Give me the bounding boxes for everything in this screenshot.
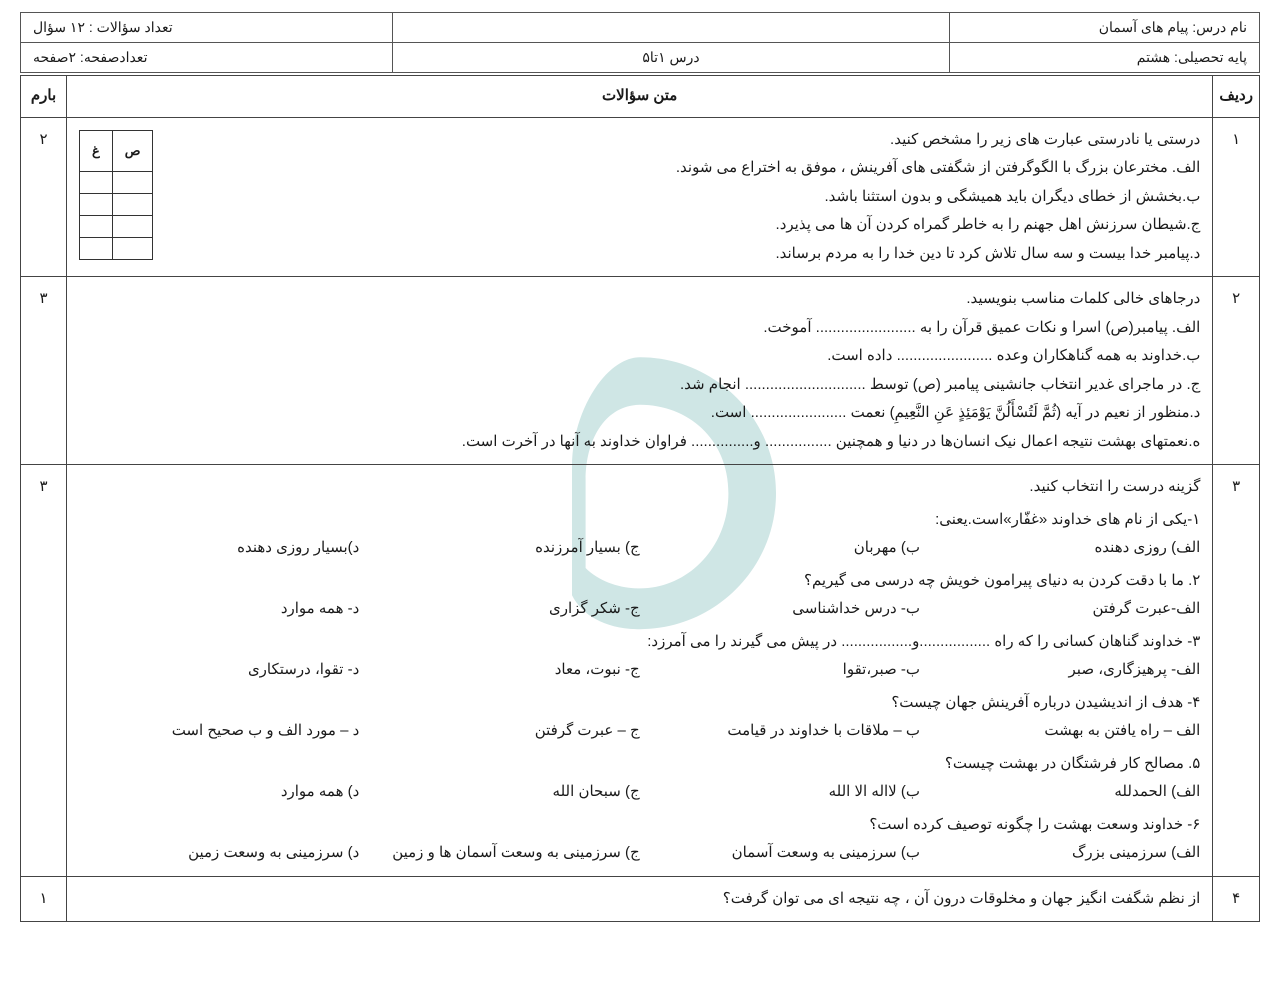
tf-cell[interactable]: [80, 172, 113, 194]
q2-a: الف. پیامبر(ص) اسرا و نکات عمیق قرآن را …: [79, 314, 1200, 343]
q3-4-a: الف – راه یافتن به بهشت: [920, 717, 1200, 746]
q3-5: ۵. مصالح کار فرشتگان در بهشت چیست؟: [79, 750, 1200, 779]
q1-num: ۱: [1213, 117, 1260, 277]
q3-5-options: الف) الحمدلله ب) لااله الا الله ج) سبحان…: [79, 778, 1200, 807]
q3-2: ۲. ما با دقت کردن به دنیای پیرامون خویش …: [79, 567, 1200, 596]
q2-b: ب.خداوند به همه گناهکاران وعده .........…: [79, 342, 1200, 371]
q3-6-c: ج) سرزمینی به وسعت آسمان ها و زمین: [359, 839, 639, 868]
q2-d: د.منظور از نعیم در آیه (ثُمَّ لَتُسْأَلُ…: [79, 399, 1200, 428]
tf-cell[interactable]: [112, 238, 153, 260]
question-row-2: ۲ درجاهای خالی کلمات مناسب بنویسید. الف.…: [21, 277, 1260, 465]
lesson-range: درس ۱تا۵: [392, 43, 950, 73]
q1-stem: درستی یا نادرستی عبارت های زیر را مشخص ک…: [79, 126, 1200, 155]
q3-4-options: الف – راه یافتن به بهشت ب – ملاقات با خد…: [79, 717, 1200, 746]
q2-barem: ۳: [21, 277, 67, 465]
q3-barem: ۳: [21, 465, 67, 877]
q1-d: د.پیامبر خدا بیست و سه سال تلاش کرد تا د…: [79, 240, 1200, 269]
q1-a: الف. مخترعان بزرگ با الگوگرفتن از شگفتی …: [79, 154, 1200, 183]
q3-5-a: الف) الحمدلله: [920, 778, 1200, 807]
q3-3-d: د- تقوا، درستکاری: [79, 656, 359, 685]
q3-1-a: الف) روزی دهنده: [920, 534, 1200, 563]
q3-2-c: ج- شکر گزاری: [359, 595, 639, 624]
q2-stem: درجاهای خالی کلمات مناسب بنویسید.: [79, 285, 1200, 314]
exam-header: نام درس: پیام های آسمان تعداد سؤالات : ۱…: [20, 12, 1260, 73]
q3-1-c: ج) بسیار آمرزنده: [359, 534, 639, 563]
q3-3-b: ب- صبر،تقوا: [640, 656, 920, 685]
q3-5-c: ج) سبحان الله: [359, 778, 639, 807]
tf-cell[interactable]: [112, 216, 153, 238]
q2-e: ه.نعمتهای بهشت نتیجه اعمال نیک انسان‌ها …: [79, 428, 1200, 457]
q1-c: ج.شیطان سرزنش اهل جهنم را به خاطر گمراه …: [79, 211, 1200, 240]
tf-cell[interactable]: [80, 194, 113, 216]
question-row-4: ۴ از نظم شگفت انگیز جهان و مخلوقات درون …: [21, 876, 1260, 922]
q3-6-d: د) سرزمینی به وسعت زمین: [79, 839, 359, 868]
q2-c: ج. در ماجرای غدیر انتخاب جانشینی پیامبر …: [79, 371, 1200, 400]
tf-cell[interactable]: [112, 194, 153, 216]
grade-level: پایه تحصیلی: هشتم: [950, 43, 1260, 73]
q3-2-options: الف-عبرت گرفتن ب- درس خداشناسی ج- شکر گز…: [79, 595, 1200, 624]
q3-1-options: الف) روزی دهنده ب) مهربان ج) بسیار آمرزن…: [79, 534, 1200, 563]
q3-1-b: ب) مهربان: [640, 534, 920, 563]
tf-cell[interactable]: [80, 238, 113, 260]
q3-3-c: ج- نبوت، معاد: [359, 656, 639, 685]
q3-4-b: ب – ملاقات با خداوند در قیامت: [640, 717, 920, 746]
tf-cell[interactable]: [112, 172, 153, 194]
lesson-name: نام درس: پیام های آسمان: [950, 13, 1260, 43]
q3-4: ۴- هدف از اندیشیدن درباره آفرینش جهان چی…: [79, 689, 1200, 718]
q3-2-a: الف-عبرت گرفتن: [920, 595, 1200, 624]
question-count: تعداد سؤالات : ۱۲ سؤال: [21, 13, 393, 43]
col-body: متن سؤالات: [67, 76, 1213, 118]
q3-1-d: د)بسیار روزی دهنده: [79, 534, 359, 563]
q3-3: ۳- خداوند گناهان کسانی را که راه .......…: [79, 628, 1200, 657]
q3-stem: گزینه درست را انتخاب کنید.: [79, 473, 1200, 502]
q3-6-options: الف) سرزمینی بزرگ ب) سرزمینی به وسعت آسم…: [79, 839, 1200, 868]
col-barem: بارم: [21, 76, 67, 118]
tf-cell[interactable]: [80, 216, 113, 238]
q3-5-b: ب) لااله الا الله: [640, 778, 920, 807]
exam-table: ردیف متن سؤالات بارم ۱ صغ درستی یا نادرس…: [20, 75, 1260, 922]
q3-1: ۱-یکی از نام های خداوند «غفّار»است.یعنی:: [79, 506, 1200, 535]
tf-ghal: غ: [80, 130, 113, 172]
q2-num: ۲: [1213, 277, 1260, 465]
q3-6-b: ب) سرزمینی به وسعت آسمان: [640, 839, 920, 868]
q3-6: ۶- خداوند وسعت بهشت را چگونه توصیف کرده …: [79, 811, 1200, 840]
tf-sah: ص: [112, 130, 153, 172]
q3-6-a: الف) سرزمینی بزرگ: [920, 839, 1200, 868]
page-count: تعدادصفحه: ۲صفحه: [21, 43, 393, 73]
q3-3-options: الف- پرهیزگاری، صبر ب- صبر،تقوا ج- نبوت،…: [79, 656, 1200, 685]
q3-2-d: د- همه موارد: [79, 595, 359, 624]
q3-4-d: د – مورد الف و ب صحیح است: [79, 717, 359, 746]
q3-4-c: ج – عبرت گرفتن: [359, 717, 639, 746]
q4-num: ۴: [1213, 876, 1260, 922]
q3-2-b: ب- درس خداشناسی: [640, 595, 920, 624]
true-false-grid: صغ: [79, 130, 153, 261]
question-row-1: ۱ صغ درستی یا نادرستی عبارت های زیر را م…: [21, 117, 1260, 277]
col-radif: ردیف: [1213, 76, 1260, 118]
question-row-3: ۳ گزینه درست را انتخاب کنید. ۱-یکی از نا…: [21, 465, 1260, 877]
q4-stem: از نظم شگفت انگیز جهان و مخلوقات درون آن…: [79, 885, 1200, 914]
header-mid-1: [392, 13, 950, 43]
q3-num: ۳: [1213, 465, 1260, 877]
q3-3-a: الف- پرهیزگاری، صبر: [920, 656, 1200, 685]
q1-barem: ۲: [21, 117, 67, 277]
q1-b: ب.بخشش از خطای دیگران باید همیشگی و بدون…: [79, 183, 1200, 212]
q4-barem: ۱: [21, 876, 67, 922]
q3-5-d: د) همه موارد: [79, 778, 359, 807]
